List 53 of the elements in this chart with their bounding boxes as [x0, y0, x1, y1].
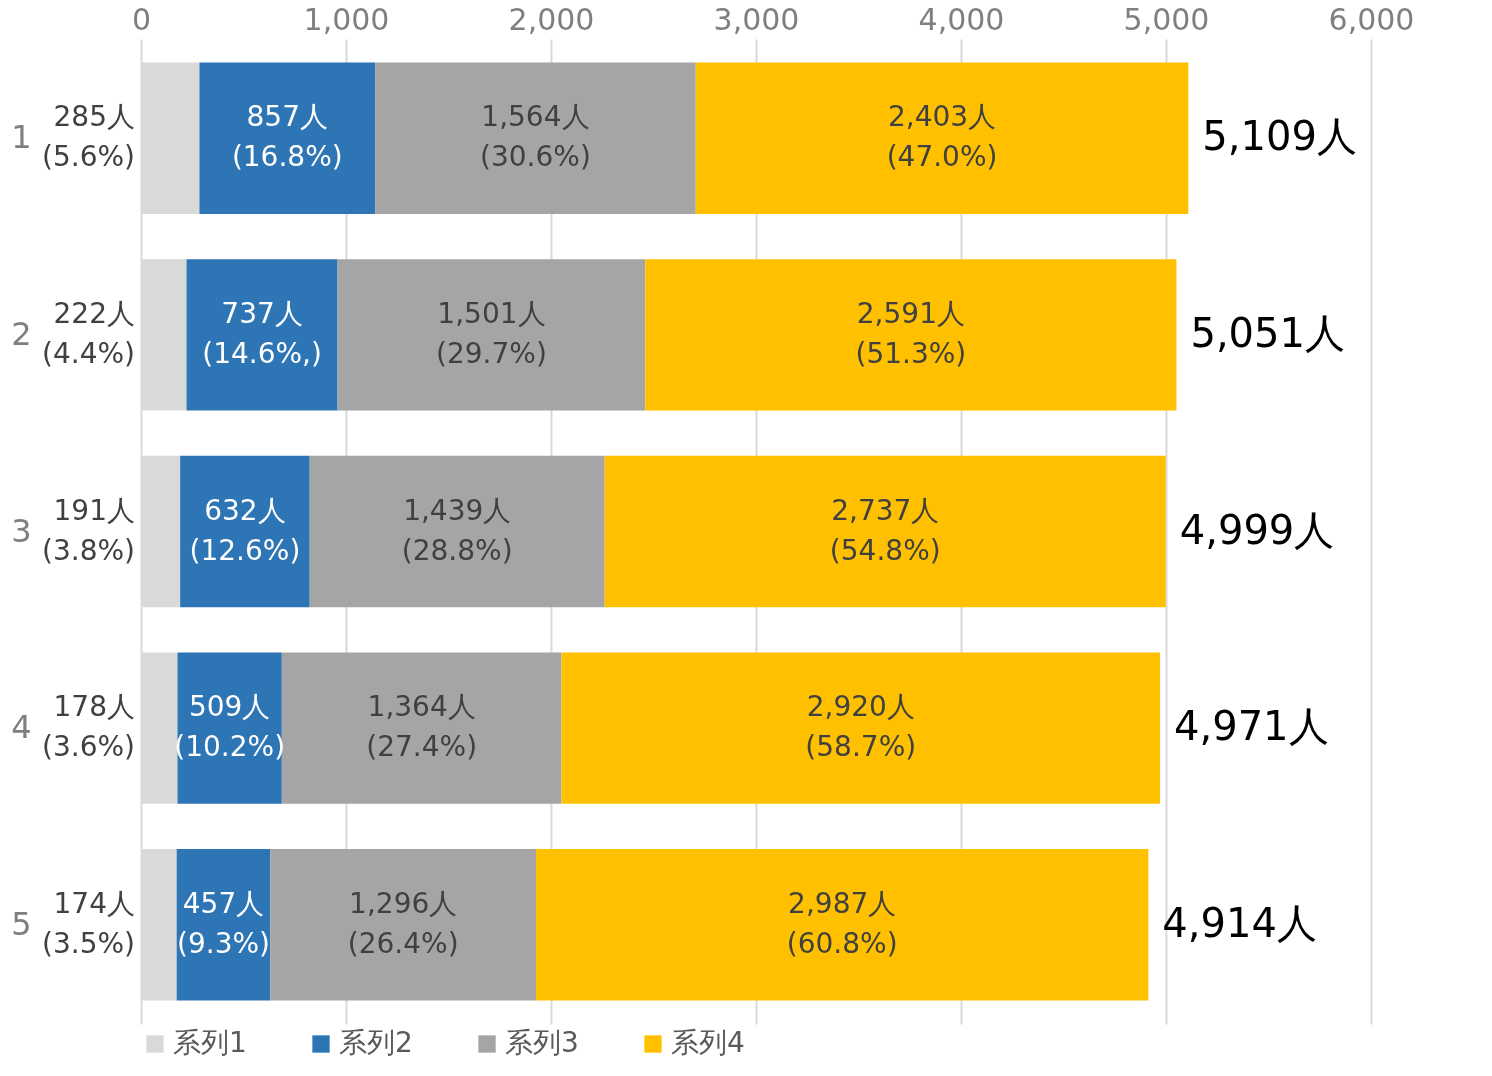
legend-label: 系列3 [505, 1026, 579, 1059]
data-label: 222人 (4.4%) [42, 296, 135, 370]
bar [180, 455, 310, 608]
bar [281, 652, 562, 804]
total-label: 4,999人 [1179, 506, 1335, 553]
data-label: 457人 (9.3%) [177, 886, 270, 960]
data-label: 737人 (14.6%,) [202, 296, 322, 370]
x-tick-label: 1,000 [303, 1, 390, 37]
data-label: 174人 (3.5%) [42, 886, 135, 960]
x-tick-label: 6,000 [1328, 1, 1415, 37]
legend-label: 系列4 [671, 1026, 745, 1059]
data-label: 191人 (3.8%) [42, 493, 135, 567]
data-label: 1,364人 (27.4%) [366, 690, 478, 764]
data-label: 2,591人 (51.3%) [855, 296, 967, 370]
legend-label: 系列2 [339, 1026, 413, 1059]
data-label: 857人 (16.8%) [231, 100, 343, 174]
data-label: 2,920人 (58.7%) [805, 690, 917, 764]
bar [536, 849, 1149, 1001]
x-tick-label: 0 [131, 1, 152, 37]
data-label: 632人 (12.6%) [189, 493, 301, 567]
data-label: 1,501人 (29.7%) [436, 296, 547, 370]
bar [186, 259, 338, 411]
bar [199, 62, 376, 214]
bar [270, 849, 537, 1001]
data-label: 1,564人 (30.6%) [480, 100, 591, 174]
y-tick-label: 2 [11, 314, 32, 353]
total-label: 5,051人 [1190, 309, 1345, 356]
bar [375, 62, 696, 214]
data-label: 1,296人 (26.4%) [347, 886, 459, 960]
total-label: 5,109人 [1202, 113, 1357, 160]
data-label: 2,403人 (47.0%) [886, 100, 998, 174]
data-label: 2,987人 (60.8%) [786, 886, 898, 960]
data-label: 178人 (3.6%) [42, 690, 135, 764]
x-tick-label: 5,000 [1123, 1, 1210, 37]
data-label: 1,439人 (28.8%) [401, 493, 513, 567]
y-tick-label: 4 [11, 708, 32, 747]
legend-label: 系列1 [173, 1026, 247, 1059]
bar [695, 62, 1189, 214]
y-tick-label: 5 [11, 904, 32, 943]
bar [337, 259, 646, 411]
y-tick-label: 3 [11, 511, 32, 550]
y-tick-label: 1 [11, 118, 32, 157]
x-tick-label: 3,000 [713, 1, 800, 37]
bar [309, 455, 605, 608]
bar [645, 259, 1177, 411]
data-label: 2,737人 (54.8%) [829, 493, 941, 567]
x-tick-label: 2,000 [508, 1, 595, 37]
total-label: 4,971人 [1174, 703, 1329, 750]
bar [604, 455, 1166, 608]
x-tick-label: 4,000 [918, 1, 1005, 37]
bar [561, 652, 1161, 804]
total-label: 4,914人 [1162, 899, 1317, 946]
data-label: 285人 (5.6%) [42, 100, 135, 174]
